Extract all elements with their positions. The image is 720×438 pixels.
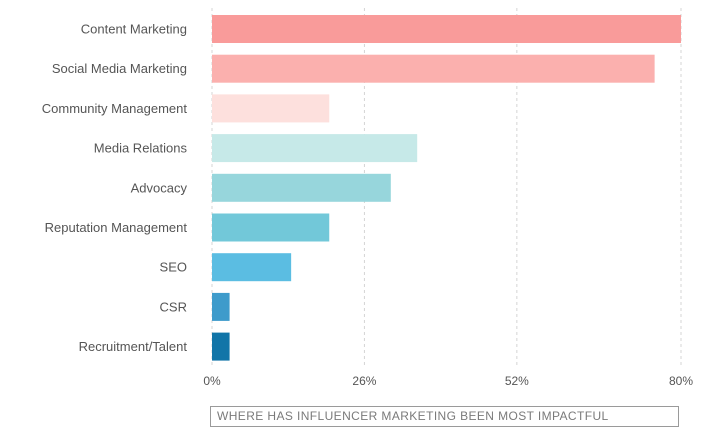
category-label: Content Marketing [81,22,187,37]
chart-caption: WHERE HAS INFLUENCER MARKETING BEEN MOST… [210,406,679,427]
category-label: CSR [160,299,187,314]
bar [212,332,230,361]
bar [212,253,292,282]
bar [212,173,391,202]
x-tick-label: 80% [669,374,693,388]
bar [212,54,655,83]
bar [212,292,230,321]
category-label: Advocacy [131,180,188,195]
category-label: Reputation Management [45,220,188,235]
bar [212,94,330,123]
category-label: Recruitment/Talent [79,339,188,354]
x-tick-label: 26% [352,374,376,388]
x-tick-label: 52% [505,374,529,388]
category-label: Community Management [42,101,188,116]
x-tick-label: 0% [203,374,221,388]
x-axis-ticks: 0% 26% 52% 80% [203,374,693,388]
bar-chart: Content Marketing Social Media Marketing C… [42,8,693,388]
category-labels: Content Marketing Social Media Marketing C… [42,22,188,355]
category-label: SEO [160,260,187,275]
category-label: Media Relations [94,141,188,156]
bar [212,134,418,163]
bars [212,15,681,361]
bar [212,213,330,242]
category-label: Social Media Marketing [52,61,187,76]
bar [212,15,681,43]
